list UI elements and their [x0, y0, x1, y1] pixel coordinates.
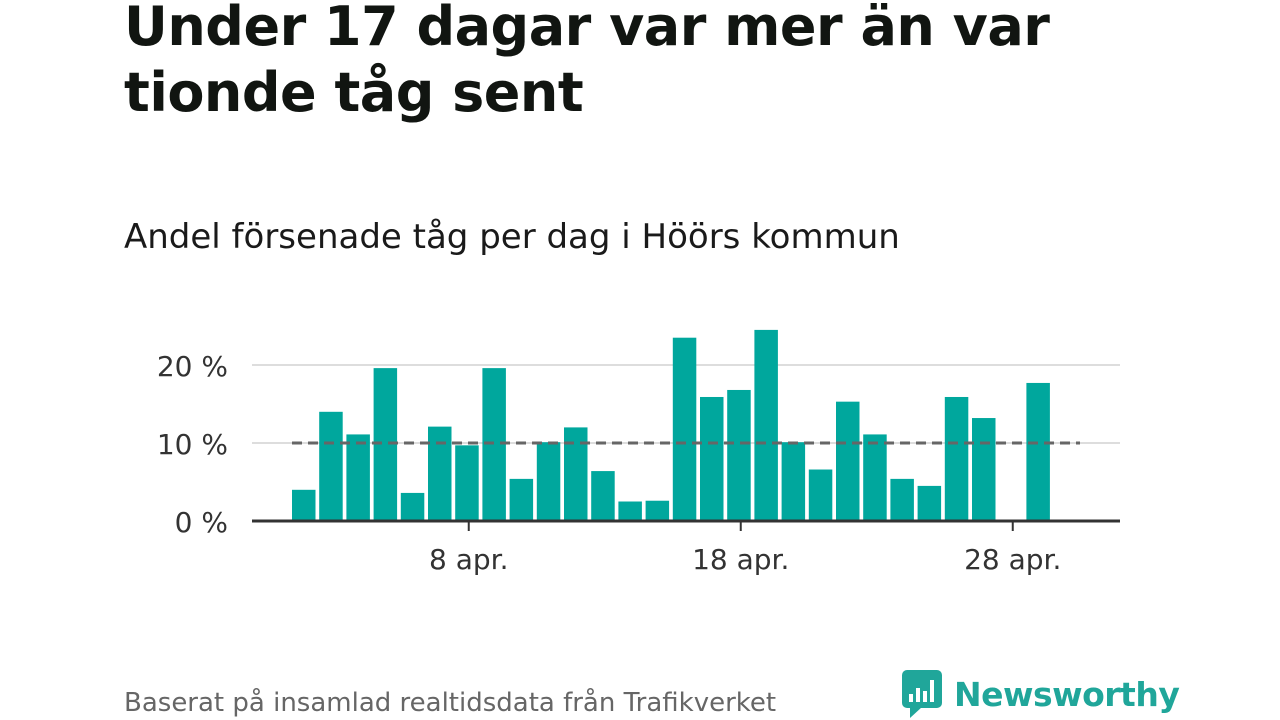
bar: [618, 501, 642, 521]
bar: [944, 396, 969, 521]
bar: [672, 337, 697, 521]
brand-name: Newsworthy: [954, 674, 1180, 714]
bar: [1026, 382, 1050, 521]
y-tick-label: 0 %: [175, 506, 228, 539]
x-tick-label: 18 apr.: [692, 543, 789, 576]
chart-subtitle: Andel försenade tåg per dag i Höörs komm…: [124, 217, 900, 257]
bar: [346, 434, 370, 521]
newsworthy-logo: Newsworthy: [902, 670, 1180, 718]
bar: [319, 411, 343, 521]
bar: [428, 426, 452, 521]
tick-labels: 0 % 10 % 20 % 8 apr. 18 apr. 28 apr.: [157, 350, 1062, 576]
bar: [591, 471, 615, 521]
bar: [536, 442, 561, 521]
bar: [890, 478, 914, 521]
bar: [400, 492, 425, 521]
y-tick-label: 10 %: [157, 428, 228, 461]
bar: [836, 401, 860, 521]
bar: [455, 445, 479, 521]
bar: [808, 469, 833, 521]
bar: [645, 500, 670, 521]
source-note: Baserat på insamlad realtidsdata från Tr…: [124, 688, 777, 718]
bar: [727, 389, 751, 521]
bar: [754, 329, 778, 521]
bar: [700, 396, 724, 521]
bar: [781, 442, 806, 521]
x-tick-label: 28 apr.: [964, 543, 1061, 576]
bar: [373, 368, 398, 521]
bar: [863, 434, 887, 521]
bar: [509, 478, 534, 521]
bar: [972, 418, 996, 521]
newsworthy-logo-icon: [902, 670, 942, 718]
bar: [482, 368, 506, 521]
bars: [292, 329, 1050, 521]
chart-title: Under 17 dagar var mer än var tionde tåg…: [124, 0, 1050, 124]
x-axis: [252, 519, 1120, 531]
bar: [292, 489, 316, 521]
y-tick-label: 20 %: [157, 350, 228, 383]
bar: [564, 427, 588, 521]
x-tick-label: 8 apr.: [429, 543, 509, 576]
bar: [917, 485, 942, 521]
